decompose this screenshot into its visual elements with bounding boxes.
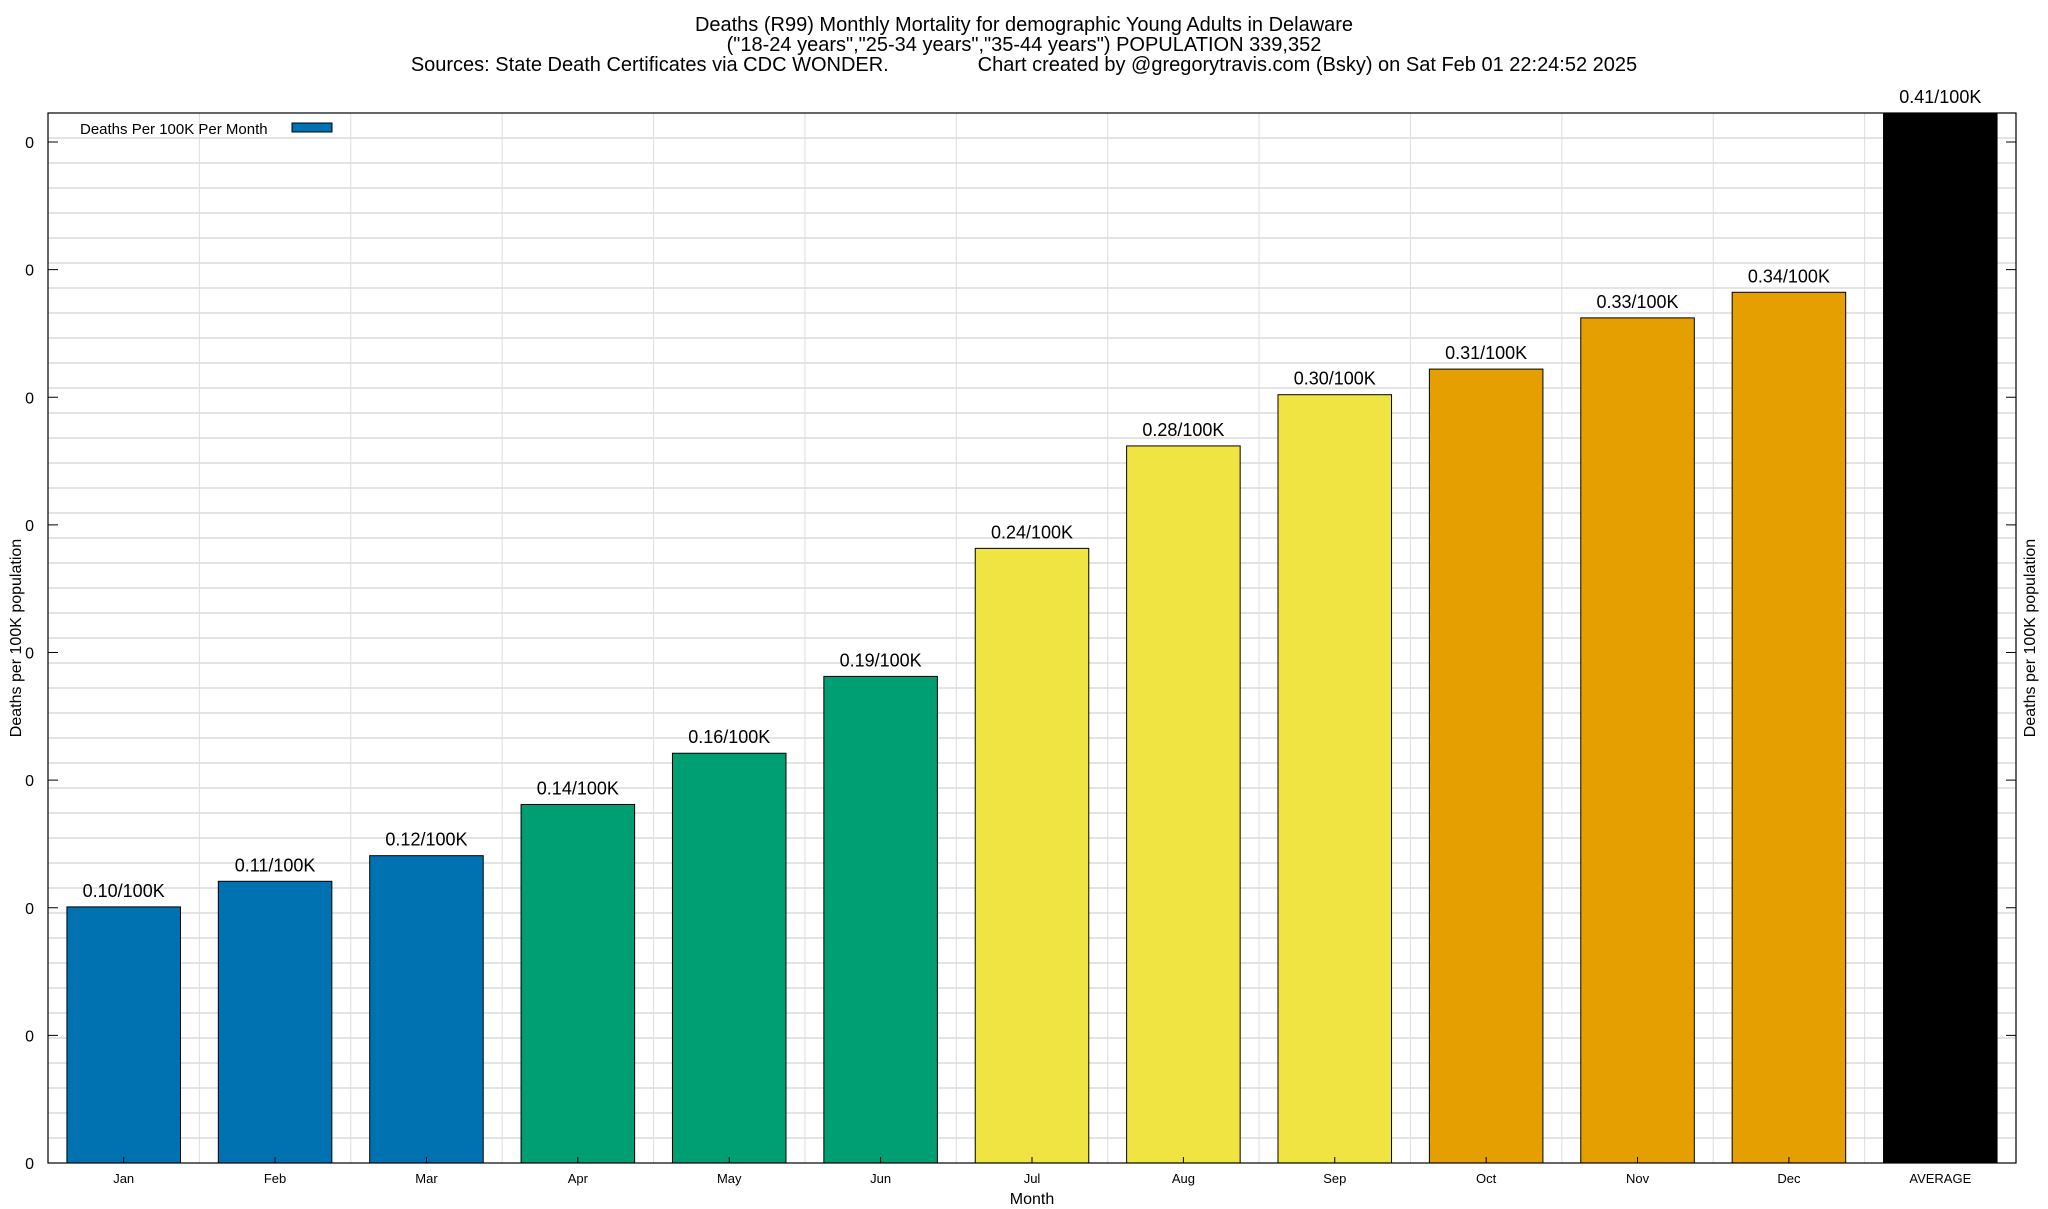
- data-label-jul: 0.24/100K: [991, 522, 1073, 542]
- y-tick-label: 0: [25, 646, 34, 663]
- x-tick-label-feb: Feb: [264, 1171, 286, 1186]
- data-label-jun: 0.19/100K: [840, 650, 922, 670]
- chart-title-line-2: ("18-24 years","25-34 years","35-44 year…: [726, 34, 1322, 56]
- bar-apr: [520, 803, 636, 1164]
- x-tick-label-dec: Dec: [1777, 1171, 1801, 1186]
- x-tick-label-jan: Jan: [113, 1171, 134, 1186]
- legend-label: Deaths Per 100K Per Month: [80, 121, 268, 138]
- data-label-apr: 0.14/100K: [537, 778, 619, 798]
- plot-frame: [47, 112, 2017, 1164]
- bar-mar: [369, 855, 484, 1164]
- data-label-dec: 0.34/100K: [1748, 266, 1830, 286]
- data-label-feb: 0.11/100K: [235, 855, 316, 875]
- data-label-aug: 0.28/100K: [1142, 420, 1224, 440]
- vertical-grid-lines: [198, 113, 1866, 1163]
- data-label-nov: 0.33/100K: [1596, 292, 1678, 312]
- y-tick-label: 0: [25, 1156, 34, 1173]
- bar-sep: [1277, 394, 1393, 1164]
- bar-average: [1883, 112, 1998, 1164]
- x-tick-label-aug: Aug: [1172, 1171, 1195, 1186]
- x-tick-label-may: May: [717, 1171, 742, 1186]
- chart-title-line-1: Deaths (R99) Monthly Mortality for demog…: [694, 14, 1354, 36]
- x-tick-label-jul: Jul: [1024, 1171, 1041, 1186]
- data-label-jan: 0.10/100K: [83, 881, 165, 901]
- y-tick-label: 0: [25, 901, 34, 918]
- data-label-oct: 0.31/100K: [1445, 343, 1527, 363]
- data-label-average: 0.41/100K: [1899, 87, 1981, 107]
- x-axis-title: Month: [1009, 1191, 1055, 1208]
- data-label-sep: 0.30/100K: [1294, 369, 1376, 389]
- bar-nov: [1580, 317, 1695, 1164]
- bar-feb: [217, 880, 333, 1164]
- y-tick-label: 0: [25, 263, 34, 280]
- x-tick-label-oct: Oct: [1476, 1171, 1497, 1186]
- x-tick-label-jun: Jun: [870, 1171, 891, 1186]
- x-tick-label-mar: Mar: [415, 1171, 438, 1186]
- bar-jul: [974, 547, 1090, 1164]
- x-tick-label-average: AVERAGE: [1909, 1171, 1971, 1186]
- bar-jan: [66, 906, 181, 1164]
- data-label-mar: 0.12/100K: [385, 830, 467, 850]
- bar-jun: [823, 675, 938, 1164]
- bar-dec: [1731, 291, 1847, 1164]
- y-tick-label: 0: [25, 773, 34, 790]
- bar-aug: [1126, 445, 1241, 1164]
- y-tick-label: 0: [25, 135, 34, 152]
- y-tick-label: 0: [25, 518, 34, 535]
- legend: Deaths Per 100K Per Month: [80, 121, 333, 138]
- x-tick-label-sep: Sep: [1323, 1171, 1346, 1186]
- data-label-may: 0.16/100K: [688, 727, 770, 747]
- y-axis-title-right: Deaths per 100K population: [2022, 538, 2039, 738]
- y-tick-label: 0: [25, 1028, 34, 1045]
- y-tick-label: 0: [25, 390, 34, 407]
- bar-oct: [1428, 368, 1544, 1164]
- chart-title-line-3: Sources: State Death Certificates via CD…: [410, 54, 1638, 76]
- x-tick-label-apr: Apr: [568, 1171, 589, 1186]
- x-tick-label-nov: Nov: [1626, 1171, 1650, 1186]
- bar-may: [671, 752, 787, 1164]
- legend-swatch: [291, 122, 333, 133]
- y-axis-title-left: Deaths per 100K population: [8, 538, 25, 738]
